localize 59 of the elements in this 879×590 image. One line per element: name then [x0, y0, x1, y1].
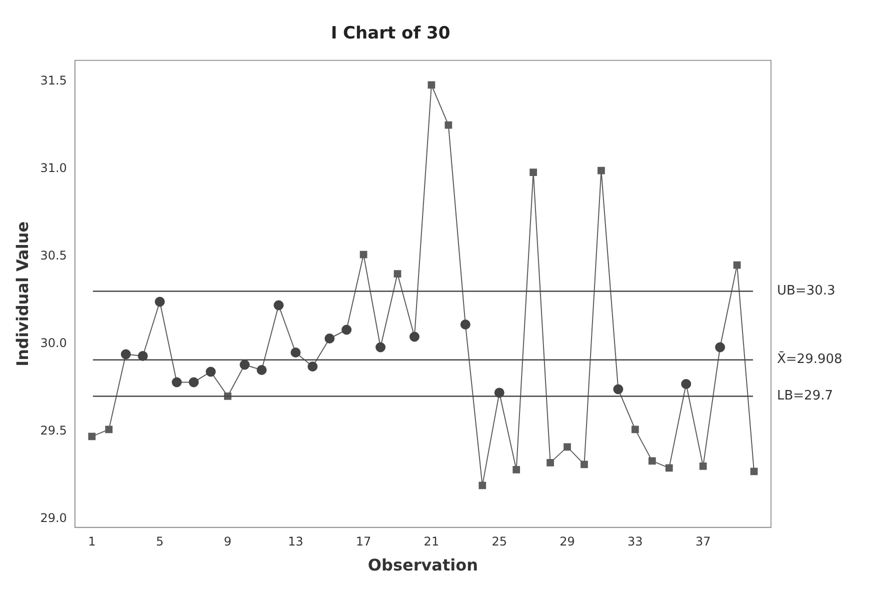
point: [750, 468, 758, 476]
point: [376, 342, 386, 352]
point: [120, 349, 131, 360]
point: [360, 250, 368, 258]
ref-line-label: X̄=29.908: [777, 350, 842, 368]
point: [172, 377, 182, 388]
point: [733, 261, 741, 269]
y-axis-title: Individual Value: [12, 221, 32, 366]
y-tick-label: 30.5: [40, 248, 67, 262]
y-tick-label: 29.0: [40, 510, 67, 525]
x-tick-label: 33: [628, 534, 643, 549]
point: [648, 457, 656, 465]
y-tick-label: 30.0: [40, 336, 67, 350]
point: [530, 168, 537, 176]
point: [613, 384, 624, 394]
point: [428, 81, 436, 89]
point: [308, 361, 318, 372]
point: [240, 360, 250, 370]
x-tick-label: 5: [156, 534, 164, 549]
point: [409, 332, 420, 342]
point: [546, 459, 554, 466]
y-tick-label: 31.5: [40, 74, 67, 88]
point: [478, 482, 486, 490]
x-tick-label: 9: [224, 534, 232, 549]
point: [512, 466, 520, 474]
point: [665, 464, 673, 472]
x-axis-title: Observation: [368, 556, 478, 575]
point: [290, 347, 301, 358]
ref-line-label: UB=30.3: [777, 284, 836, 299]
point: [188, 377, 199, 388]
point: [88, 432, 96, 440]
x-tick-label: 1: [88, 534, 96, 549]
point: [715, 342, 726, 352]
point: [256, 364, 267, 375]
point: [324, 334, 335, 344]
point: [444, 121, 452, 129]
ref-line-label: LB=29.7: [777, 388, 833, 404]
point: [342, 324, 352, 335]
point: [274, 300, 284, 310]
point: [105, 426, 113, 434]
x-tick-label: 13: [288, 534, 304, 549]
point: [681, 378, 692, 389]
point: [631, 426, 639, 434]
x-tick-label: 29: [560, 534, 575, 549]
y-tick-label: 29.5: [40, 423, 67, 438]
point: [598, 166, 605, 174]
x-tick-label: 17: [356, 534, 372, 549]
point: [460, 320, 470, 330]
x-tick-label: 25: [492, 534, 507, 549]
point: [699, 462, 707, 470]
point: [580, 460, 588, 468]
x-tick-label: 21: [424, 534, 440, 549]
x-tick-label: 37: [695, 534, 711, 549]
point: [564, 443, 571, 451]
y-tick-label: 31.0: [40, 160, 67, 175]
point: [154, 296, 165, 307]
chart-title: I Chart of 30: [330, 24, 450, 44]
point: [394, 270, 402, 278]
point: [206, 366, 216, 377]
